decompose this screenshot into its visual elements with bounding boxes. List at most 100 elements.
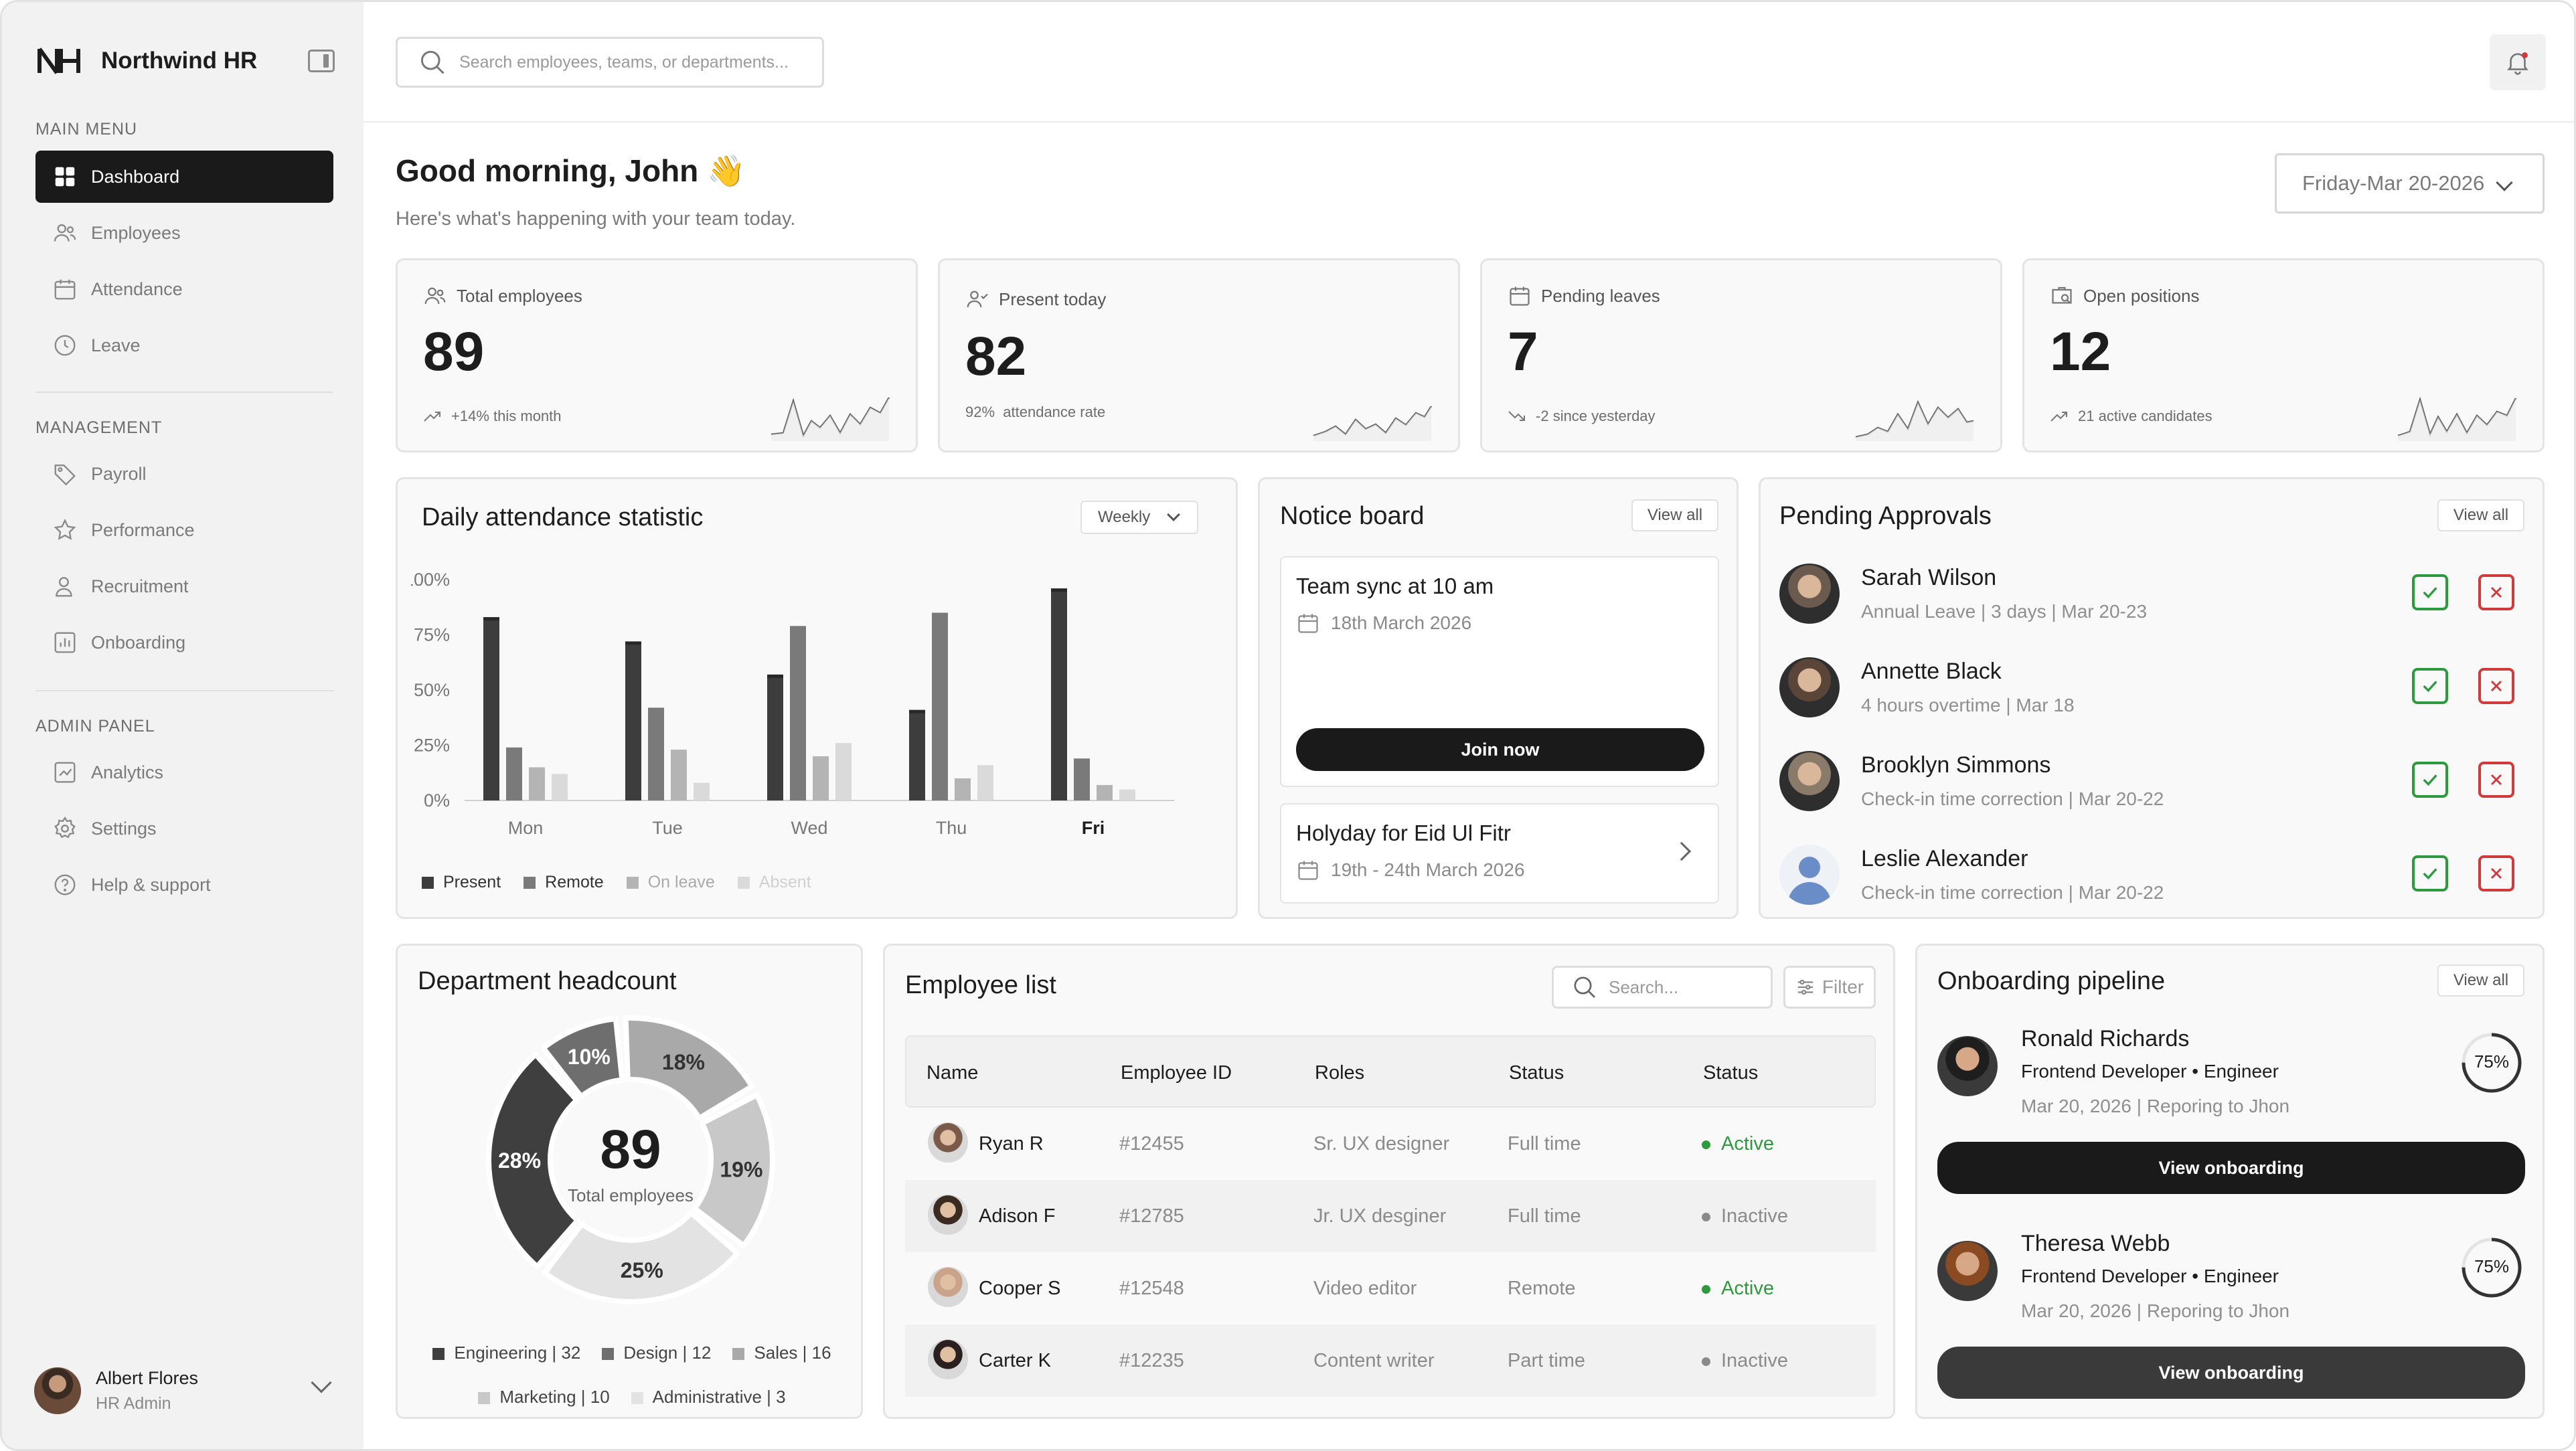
reject-button[interactable]: [2478, 762, 2514, 798]
sidebar-item-label: Attendance: [91, 278, 183, 299]
stat-value: 12: [2050, 321, 2111, 382]
calendar-icon: [54, 279, 76, 300]
sidebar-item-label: Dashboard: [91, 166, 180, 187]
progress-ring-fill: [2462, 1237, 2522, 1298]
notice-title: Team sync at 10 am: [1296, 574, 1494, 598]
legend-label: Remote: [545, 873, 604, 891]
sidebar-item-label: Help & support: [91, 874, 211, 895]
donut-total-label: Total employees: [568, 1185, 694, 1205]
approvals-view-all-button[interactable]: View all: [2437, 499, 2524, 531]
sidebar: Northwind HR Main menu Dashboard Employe…: [2, 2, 364, 1449]
notification-button[interactable]: [2490, 34, 2546, 90]
sidebar-item-performance[interactable]: Performance: [35, 504, 333, 556]
sidebar-item-settings[interactable]: Settings: [35, 802, 333, 855]
table-row[interactable]: Ryan R #12455 Sr. UX designer Full time Acti…: [905, 1108, 1876, 1180]
sidebar-item-attendance[interactable]: Attendance: [35, 263, 333, 315]
legend-swatch: [432, 1348, 445, 1361]
table-row[interactable]: Adison F #12785 Jr. UX desginer Full time In…: [905, 1180, 1876, 1252]
sidebar-toggle-icon[interactable]: [308, 50, 335, 72]
employee-role: Content writer: [1313, 1350, 1435, 1371]
bar-absent-thu: [977, 765, 993, 800]
stat-foot: 92% attendance rate: [965, 404, 1105, 421]
reject-button[interactable]: [2478, 574, 2514, 610]
trend-down-icon: [1508, 411, 1525, 421]
chevron-down-icon[interactable]: [311, 1372, 332, 1393]
approve-button[interactable]: [2412, 668, 2448, 704]
search-input[interactable]: Search employees, teams, or departments.…: [396, 37, 824, 88]
employee-name: Ryan R: [979, 1133, 1044, 1155]
legend-swatch: [626, 877, 639, 889]
column-header-status: Status: [1509, 1062, 1564, 1084]
employee-id: #12455: [1119, 1133, 1184, 1155]
filter-button[interactable]: Filter: [1783, 966, 1876, 1009]
table-row[interactable]: Carter K #12235 Content writer Part time Ina…: [905, 1325, 1876, 1397]
check-icon: [2423, 681, 2437, 693]
section-title-management: Management: [35, 418, 163, 437]
sidebar-item-analytics[interactable]: Analytics: [35, 746, 333, 798]
sidebar-item-leave[interactable]: Leave: [35, 319, 333, 371]
bar-cap: [767, 674, 783, 678]
close-icon: [2490, 586, 2502, 598]
bar-remote-tue: [648, 707, 664, 800]
notice-item[interactable]: Holyday for Eid Ul Fitr 19th - 24th Marc…: [1280, 803, 1719, 904]
onboarding-card: Onboarding pipeline View all Ronald Rich…: [1915, 944, 2545, 1419]
chevron-right-icon[interactable]: [1672, 841, 1692, 861]
date-value: Friday-Mar 20-2026: [2302, 171, 2485, 195]
bar-present-thu: [909, 709, 925, 800]
approve-button[interactable]: [2412, 762, 2448, 798]
approve-button[interactable]: [2412, 574, 2448, 610]
view-onboarding-button[interactable]: View onboarding: [1937, 1347, 2525, 1399]
search-icon: [420, 50, 445, 74]
employee-name: Cooper S: [979, 1278, 1061, 1299]
sidebar-item-payroll[interactable]: Payroll: [35, 448, 333, 500]
donut-slice-sales: [623, 1015, 755, 1121]
stat-foot: 21 active candidates: [2050, 408, 2212, 425]
legend-swatch: [737, 877, 750, 889]
onboarding-title: Onboarding pipeline: [1937, 967, 2166, 995]
onboarding-name: Ronald Richards: [2021, 1026, 2190, 1051]
user-profile[interactable]: Albert Flores HR Admin: [34, 1361, 335, 1421]
join-now-button[interactable]: Join now: [1296, 728, 1704, 771]
sidebar-item-employees[interactable]: Employees: [35, 207, 333, 259]
stat-card-total-employees: Total employees 89 +14% this month: [396, 258, 918, 452]
section-title-admin: Admin panel: [35, 717, 155, 736]
chart-icon: [54, 632, 76, 653]
sidebar-item-onboarding[interactable]: Onboarding: [35, 616, 333, 669]
sidebar-item-recruitment[interactable]: Recruitment: [35, 560, 333, 612]
bar-present-tue: [625, 641, 641, 800]
bar-cap: [625, 641, 641, 645]
search-icon: [1574, 976, 1595, 998]
reject-button[interactable]: [2478, 855, 2514, 891]
employee-role: Jr. UX desginer: [1313, 1205, 1447, 1227]
donut-slice-design: [540, 1016, 625, 1100]
employee-search-input[interactable]: Search...: [1552, 966, 1773, 1009]
avatar-placeholder-icon: [1779, 845, 1840, 905]
section-title-main: Main menu: [35, 120, 138, 139]
notice-view-all-button[interactable]: View all: [1631, 499, 1718, 531]
onboarding-view-all-button[interactable]: View all: [2437, 964, 2524, 997]
period-select[interactable]: Weekly: [1080, 501, 1198, 534]
stat-card-open-positions: Open positions 12 21 active candidates: [2022, 258, 2545, 452]
approval-name: Leslie Alexander: [1861, 846, 2028, 871]
legend-label: Design | 12: [623, 1343, 712, 1363]
date-select[interactable]: Friday-Mar 20-2026: [2275, 153, 2545, 214]
reject-button[interactable]: [2478, 668, 2514, 704]
bar-remote-fri: [1074, 758, 1090, 800]
check-icon: [2423, 774, 2437, 786]
view-onboarding-button[interactable]: View onboarding: [1937, 1142, 2525, 1194]
sidebar-item-dashboard[interactable]: Dashboard: [35, 151, 333, 203]
sidebar-item-label: Performance: [91, 519, 195, 540]
y-tick-label: 75%: [414, 625, 450, 645]
sidebar-item-help[interactable]: Help & support: [35, 859, 333, 911]
legend-swatch: [478, 1392, 491, 1405]
table-row[interactable]: Cooper S #12548 Video editor Remote Active: [905, 1252, 1876, 1325]
y-tick-label: 50%: [414, 680, 450, 700]
grid-icon: [55, 167, 75, 187]
trend-up-icon: [2050, 412, 2067, 422]
employee-type: Full time: [1508, 1205, 1581, 1227]
progress-ring: [2462, 1033, 2522, 1093]
user-check-icon: [967, 290, 988, 308]
stat-foot-value: 92%: [965, 404, 995, 420]
approve-button[interactable]: [2412, 855, 2448, 891]
